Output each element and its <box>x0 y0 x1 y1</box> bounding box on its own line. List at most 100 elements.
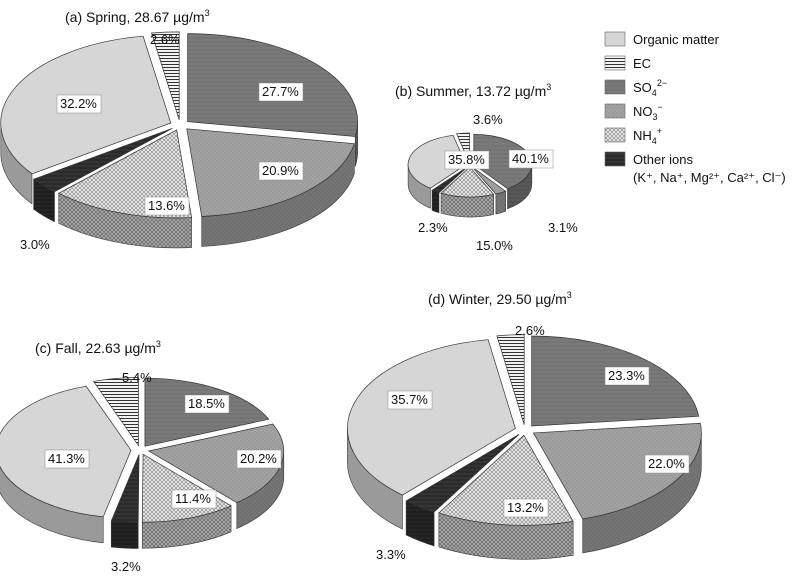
slice-label-so4: 40.1% <box>512 151 549 166</box>
slice-label-no3: 22.0% <box>648 456 685 471</box>
slice-label-box-so4 <box>184 394 230 414</box>
slice-label-other-ions: 3.0% <box>20 237 50 252</box>
legend-label-no3: NO3− <box>633 102 663 122</box>
pie-side-shade-nh4 <box>142 505 232 549</box>
slice-label-organic-matter: 41.3% <box>48 451 85 466</box>
slice-label-ec: 2.6% <box>515 323 545 338</box>
pie-slice-nh4 <box>57 129 193 219</box>
legend-label-organic-matter: Organic matter <box>633 32 720 47</box>
slice-label-nh4: 15.0% <box>476 238 513 253</box>
pie-side-shade-organic-matter <box>408 164 431 209</box>
pie-side-shade-so4 <box>507 164 532 209</box>
pie-side-shade-organic-matter <box>0 466 104 543</box>
legend-swatch-nh4 <box>604 127 626 143</box>
slice-label-organic-matter: 35.7% <box>391 392 428 407</box>
slice-label-box-no3 <box>236 449 282 469</box>
slice-label-box-nh4 <box>144 196 190 216</box>
slice-label-organic-matter: 35.8% <box>448 152 485 167</box>
slice-label-so4: 23.3% <box>608 368 645 383</box>
chart-title: (a) Spring, 28.67 µg/m3 <box>65 8 210 25</box>
legend-swatch-other-ions <box>604 151 626 167</box>
pie-sides <box>407 164 533 218</box>
pie-labels: 3.6% 40.1% 3.1% 15.0% 2.3% 35.8% <box>418 112 578 253</box>
pie-slice-nh4 <box>440 166 495 198</box>
slice-label-box-nh4 <box>503 498 549 518</box>
slice-label-other-ions: 3.2% <box>111 559 141 574</box>
pie-side-shade-nh4 <box>58 193 192 248</box>
pie-side-shade-no3 <box>201 143 355 247</box>
legend: Organic matter EC SO42− NO3− NH4+ Other ions (… <box>604 31 786 185</box>
slice-label-box-so4 <box>508 149 554 169</box>
legend-swatch-no3 <box>604 103 626 119</box>
pie-slice-other-ions <box>32 128 173 193</box>
slice-label-ec: 3.6% <box>473 112 503 127</box>
pie-slice-organic-matter <box>407 134 467 189</box>
slice-label-box-organic-matter <box>44 449 90 469</box>
slice-label-box-so4 <box>604 366 650 386</box>
pie-slice-ec <box>496 334 525 425</box>
pie-slice-other-ions <box>431 166 469 194</box>
pie-slice-other-ions <box>110 454 140 523</box>
pie-side-shade-other-ions <box>432 190 440 213</box>
slice-label-box-no3 <box>644 454 690 474</box>
pie-slice-ec <box>92 377 139 447</box>
pie-slice-no3 <box>532 422 702 520</box>
legend-label-nh4: NH4+ <box>633 126 662 146</box>
slice-label-box-so4 <box>258 82 304 102</box>
slice-label-no3: 20.2% <box>240 451 277 466</box>
pie-side-shade-no3 <box>582 432 702 553</box>
pie-chart-winter: (d) Winter, 29.50 µg/m3 2.6% 23.3% 22.0% 13.… <box>347 290 702 562</box>
slice-label-nh4: 13.2% <box>507 500 544 515</box>
slice-label-box-organic-matter <box>444 150 490 170</box>
pie-slice-ec <box>151 31 180 120</box>
legend-label-other-ions: Other ions <box>633 152 693 167</box>
pie-side-shade-nh4 <box>441 193 494 218</box>
slice-label-nh4: 11.4% <box>175 491 211 506</box>
pie-side-shade-nh4 <box>438 512 574 560</box>
pie-side-shade-organic-matter <box>0 123 32 204</box>
chart-title: (b) Summer, 13.72 µg/m3 <box>395 82 551 99</box>
slice-label-ec: 2.6% <box>150 32 180 47</box>
pie-slice-no3 <box>471 166 507 195</box>
pie-side-shade-so4 <box>355 121 358 167</box>
slice-label-no3: 20.9% <box>262 163 299 178</box>
pie-slice-other-ions <box>405 434 520 513</box>
pie-chart-spring: (a) Spring, 28.67 µg/m3 2.6% 27.7% 20.9% 13.… <box>0 8 358 252</box>
legend-other-ions-detail: (K⁺, Na⁺, Mg²⁺, Ca²⁺, Cl⁻) <box>633 170 786 185</box>
pie-chart-summer: (b) Summer, 13.72 µg/m3 3.6% 40.1% 3.1% 15.0… <box>395 82 578 253</box>
pie-sides <box>0 121 358 249</box>
slice-label-so4: 27.7% <box>262 84 299 99</box>
pie-labels: 2.6% 27.7% 20.9% 13.6% 3.0% 32.2% <box>20 32 304 252</box>
pie-slice-organic-matter <box>347 339 516 496</box>
pie-side-shade-other-ions <box>406 500 435 546</box>
pie-labels: 2.6% 23.3% 22.0% 13.2% 3.3% 35.7% <box>376 323 690 562</box>
legend-swatch-so4 <box>604 79 626 95</box>
slice-label-nh4: 13.6% <box>148 198 185 213</box>
slice-label-other-ions: 3.3% <box>376 547 406 562</box>
slice-label-other-ions: 2.3% <box>418 220 448 235</box>
legend-swatch-ec <box>604 55 626 71</box>
pie-side-shade-other-ions <box>33 179 55 222</box>
pie-slices <box>0 31 358 219</box>
legend-swatch-organic-matter <box>604 31 626 47</box>
pie-sides <box>347 428 702 560</box>
slice-label-so4: 18.5% <box>188 396 225 411</box>
pie-side-shade-organic-matter <box>347 428 403 530</box>
slice-label-organic-matter: 32.2% <box>60 96 97 111</box>
slice-label-box-organic-matter <box>56 94 102 114</box>
pie-side-shade-no3 <box>495 191 506 215</box>
slice-label-box-no3 <box>258 161 304 181</box>
pie-slices <box>347 334 702 526</box>
slice-label-box-organic-matter <box>387 390 433 410</box>
chart-title: (d) Winter, 29.50 µg/m3 <box>428 290 572 307</box>
chart-title: (c) Fall, 22.63 µg/m3 <box>35 339 161 356</box>
pie-labels: 5.4% 18.5% 20.2% 11.4% 3.2% 41.3% <box>44 370 282 574</box>
pie-chart-fall: (c) Fall, 22.63 µg/m3 5.4% 18.5% 20.2% 11.4%… <box>0 339 285 574</box>
legend-label-ec: EC <box>633 56 651 71</box>
slice-label-no3: 3.1% <box>548 220 578 235</box>
pie-side-shade-other-ions <box>111 521 139 549</box>
legend-label-so4: SO42− <box>633 78 667 98</box>
slice-label-ec: 5.4% <box>122 370 152 385</box>
slice-label-box-nh4 <box>171 489 217 509</box>
